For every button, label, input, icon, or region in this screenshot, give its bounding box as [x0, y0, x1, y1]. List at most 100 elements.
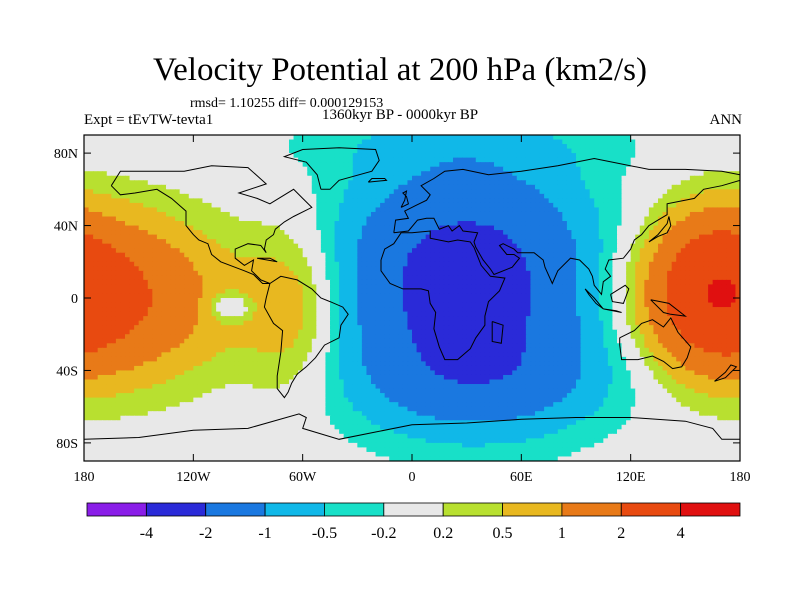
field-cell [311, 166, 317, 172]
field-cell [375, 230, 381, 236]
field-cell [184, 279, 190, 286]
field-cell [594, 239, 600, 245]
field-cell [270, 162, 276, 168]
field-cell [371, 225, 377, 231]
field-cell [352, 248, 358, 254]
field-cell [639, 243, 645, 249]
field-cell [689, 221, 696, 227]
field-cell [207, 266, 213, 272]
field-cell [84, 139, 90, 145]
field-cell [129, 211, 135, 218]
field-cell [225, 189, 231, 195]
field-cell [225, 148, 231, 154]
field-cell [689, 207, 696, 213]
field-cell [430, 202, 436, 209]
field-cell [439, 234, 445, 240]
field-cell [220, 211, 226, 218]
field-cell [366, 198, 372, 204]
field-cell [598, 139, 604, 145]
field-cell [598, 270, 604, 276]
field-cell [667, 275, 673, 281]
field-cell [211, 221, 217, 227]
field-cell [111, 275, 117, 281]
field-cell [257, 243, 263, 249]
field-cell [489, 284, 495, 290]
field-cell [371, 157, 377, 163]
field-cell [566, 171, 573, 177]
field-cell [699, 266, 705, 272]
field-cell [576, 270, 582, 276]
field-cell [102, 239, 108, 245]
field-cell [220, 239, 226, 245]
field-cell [730, 225, 737, 231]
field-cell [220, 275, 226, 281]
field-cell [466, 157, 472, 163]
field-cell [462, 144, 468, 150]
field-cell [635, 198, 641, 204]
field-cell [175, 157, 181, 163]
field-cell [311, 284, 317, 290]
field-cell [234, 180, 240, 186]
field-cell [484, 139, 491, 145]
field-cell [512, 144, 518, 150]
field-cell [648, 148, 655, 154]
field-cell [726, 261, 732, 267]
field-cell [179, 279, 185, 286]
field-cell [375, 270, 381, 276]
field-cell [302, 239, 308, 245]
field-cell [685, 157, 691, 163]
field-cell [220, 230, 226, 236]
field-cell [266, 144, 272, 150]
field-cell [193, 261, 199, 267]
field-cell [156, 252, 163, 258]
field-cell [257, 189, 263, 195]
field-cell [412, 202, 418, 209]
field-cell [466, 207, 472, 213]
field-cell [539, 239, 545, 245]
field-cell [689, 148, 696, 154]
field-cell [694, 166, 700, 172]
field-cell [316, 198, 322, 204]
field-cell [585, 270, 591, 276]
field-cell [161, 144, 167, 150]
field-cell [134, 189, 140, 195]
field-cell [667, 252, 673, 258]
field-cell [480, 144, 486, 150]
field-cell [302, 270, 308, 276]
field-cell [457, 279, 463, 286]
field-cell [366, 225, 372, 231]
field-cell [161, 207, 167, 213]
field-cell [175, 175, 181, 181]
field-cell [475, 198, 481, 204]
field-cell [671, 139, 677, 145]
field-cell [352, 175, 358, 181]
field-cell [648, 239, 655, 245]
field-cell [179, 225, 185, 231]
field-cell [653, 207, 659, 213]
field-cell [102, 261, 108, 267]
field-cell [102, 202, 108, 209]
field-cell [371, 239, 377, 245]
field-cell [184, 252, 190, 258]
field-cell [371, 184, 377, 190]
field-cell [521, 225, 527, 231]
field-cell [530, 202, 536, 209]
field-cell [193, 153, 199, 159]
field-cell [175, 198, 181, 204]
field-cell [366, 171, 372, 177]
field-cell [270, 230, 276, 236]
field-cell [571, 266, 577, 272]
field-cell [143, 225, 149, 231]
field-cell [566, 162, 573, 168]
field-cell [694, 275, 700, 281]
field-cell [516, 180, 522, 186]
field-cell [521, 221, 527, 227]
field-cell [125, 252, 131, 258]
field-cell [712, 193, 718, 199]
field-cell [84, 248, 90, 254]
field-cell [261, 175, 267, 181]
field-cell [357, 144, 363, 150]
field-cell [334, 216, 340, 222]
field-cell [325, 162, 331, 168]
